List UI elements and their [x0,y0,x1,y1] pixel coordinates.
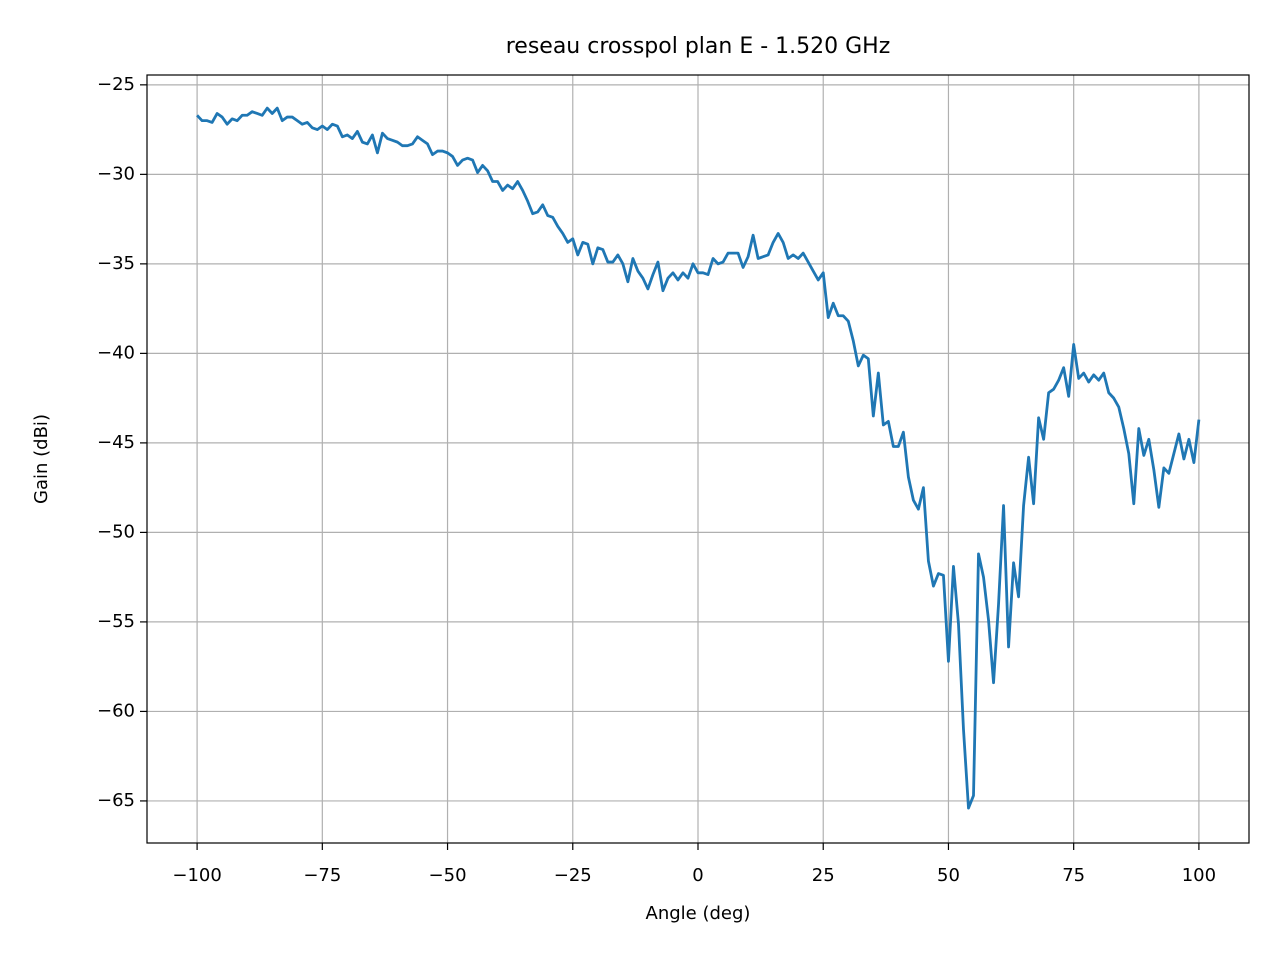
x-tick-label: 50 [937,865,960,886]
y-tick-label: −35 [97,253,135,274]
x-tick-label: 25 [812,865,835,886]
y-axis-label: Gain (dBi) [31,414,52,504]
y-tick-label: −30 [97,163,135,184]
x-tick-label: 0 [692,865,703,886]
y-tick-label: −65 [97,790,135,811]
data-line [196,106,1201,810]
x-tick-label: 100 [1182,865,1216,886]
chart-title: reseau crosspol plan E - 1.520 GHz [506,34,891,59]
x-tick-label: −50 [429,865,467,886]
y-tick-label: −60 [97,700,135,721]
y-tick-label: −40 [97,342,135,363]
x-axis-label: Angle (deg) [646,903,751,924]
y-tick-label: −50 [97,521,135,542]
plot-frame [146,74,1250,844]
y-tick-label: −45 [97,432,135,453]
x-tick-label: −100 [172,865,221,886]
x-tick-label: 75 [1062,865,1085,886]
x-tick-label: −25 [554,865,592,886]
x-tick-label: −75 [303,865,341,886]
y-tick-label: −55 [97,611,135,632]
y-tick-label: −25 [97,74,135,95]
